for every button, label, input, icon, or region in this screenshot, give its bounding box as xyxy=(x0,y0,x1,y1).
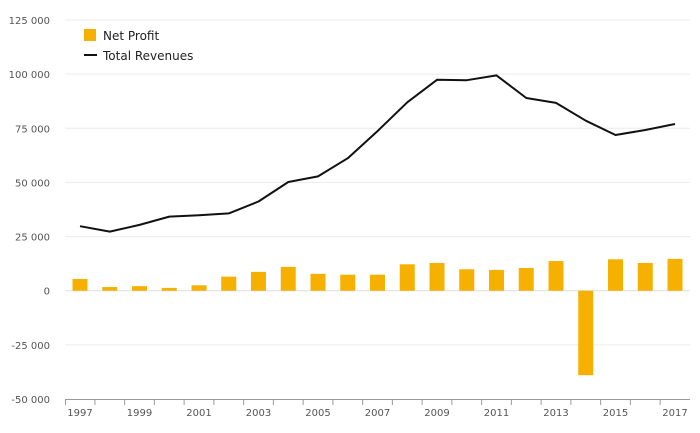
legend-label-net-profit: Net Profit xyxy=(103,29,159,43)
y-tick-label: -50 000 xyxy=(11,395,50,406)
bar-2006 xyxy=(340,274,356,291)
bar-2005 xyxy=(310,273,326,291)
y-tick-label: 25 000 xyxy=(15,233,50,244)
net-profit-bars xyxy=(72,258,683,376)
bar-2014 xyxy=(578,290,594,376)
bar-2003 xyxy=(251,271,266,291)
bar-2017 xyxy=(667,258,683,291)
bar-2016 xyxy=(637,262,653,291)
x-tick-label: 2017 xyxy=(662,408,687,419)
x-tick-label: 2005 xyxy=(305,408,330,419)
x-tick-label: 1997 xyxy=(67,408,92,419)
x-tick-label: 2001 xyxy=(186,408,211,419)
y-tick-label: 0 xyxy=(44,287,50,298)
legend-label-total-revenues: Total Revenues xyxy=(102,49,193,63)
y-tick-label: 125 000 xyxy=(9,16,50,27)
bar-2012 xyxy=(518,267,534,291)
total-revenues-line xyxy=(79,74,676,233)
bar-2015 xyxy=(608,259,623,291)
x-tick-label: 2011 xyxy=(484,408,509,419)
bar-2013 xyxy=(548,261,564,291)
bar-2004 xyxy=(280,266,296,291)
bar-2007 xyxy=(370,274,385,291)
x-tick-label: 2015 xyxy=(603,408,628,419)
legend: Net Profit Total Revenues xyxy=(84,29,193,63)
bar-1999 xyxy=(132,286,147,291)
bar-1998 xyxy=(102,287,118,291)
y-tick-label: 100 000 xyxy=(9,70,50,81)
bar-2001 xyxy=(191,285,207,291)
y-tick-label: 75 000 xyxy=(15,124,50,135)
x-tick-label: 2003 xyxy=(246,408,271,419)
x-axis: 1997 1999 2001 2003 2005 2007 2009 2011 2013 2015… xyxy=(65,399,690,419)
y-axis: -50 000 -25 000 0 25 000 50 000 75 000 100 000… xyxy=(9,16,50,406)
x-tick-label: 2009 xyxy=(424,408,449,419)
bar-2011 xyxy=(489,269,504,291)
bar-2008 xyxy=(399,264,415,291)
bar-2002 xyxy=(221,276,237,291)
x-tick-label: 2007 xyxy=(365,408,390,419)
legend-swatch-net-profit xyxy=(84,29,96,41)
y-tick-label: -25 000 xyxy=(11,341,50,352)
bar-2000 xyxy=(161,287,177,291)
x-tick-label: 2013 xyxy=(543,408,568,419)
gridlines xyxy=(65,19,690,346)
x-tick-label: 1999 xyxy=(127,408,152,419)
y-tick-label: 50 000 xyxy=(15,178,50,189)
bar-2010 xyxy=(459,269,475,291)
bar-1997 xyxy=(72,279,88,291)
bar-2009 xyxy=(429,262,445,291)
